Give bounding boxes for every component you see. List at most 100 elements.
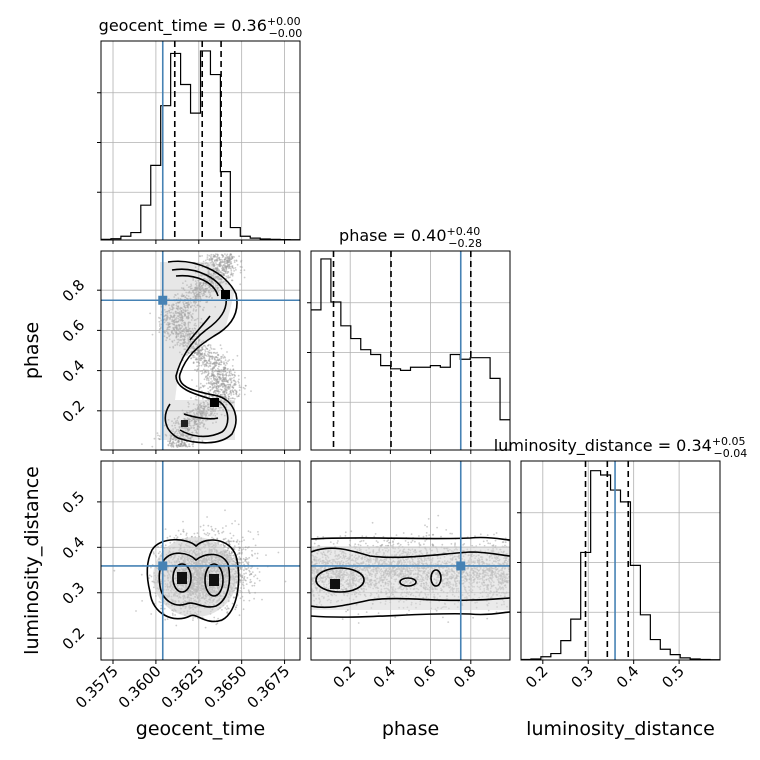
sample-point xyxy=(243,539,246,541)
sample-point xyxy=(190,314,192,316)
density-fill xyxy=(160,262,235,440)
sample-point xyxy=(163,424,166,427)
sample-point xyxy=(214,415,217,417)
sample-point xyxy=(211,528,213,530)
sample-point xyxy=(232,379,235,382)
sample-point xyxy=(177,338,180,341)
sample-point xyxy=(213,379,216,382)
sample-point xyxy=(230,372,233,375)
y-tick-label: 0.2 xyxy=(59,396,89,426)
sample-point xyxy=(172,327,175,330)
sample-point xyxy=(235,391,238,394)
sample-point xyxy=(210,377,213,380)
sample-point xyxy=(184,344,187,347)
sample-point xyxy=(219,399,222,402)
sample-point xyxy=(205,382,208,385)
sample-point xyxy=(193,324,196,327)
sample-point xyxy=(171,424,174,427)
sample-point xyxy=(222,370,225,373)
sample-point xyxy=(215,382,218,385)
sample-point xyxy=(231,522,234,525)
sample-point xyxy=(176,307,179,310)
sample-point xyxy=(198,410,201,413)
contour-inner xyxy=(175,274,219,420)
sample-point xyxy=(198,421,201,424)
sample-point xyxy=(243,587,245,590)
sample-point xyxy=(160,313,163,316)
sample-point xyxy=(113,569,116,572)
sample-point xyxy=(197,617,199,620)
histogram-step xyxy=(101,50,300,241)
sample-point xyxy=(207,359,210,362)
sample-point xyxy=(203,354,206,357)
sample-point xyxy=(197,407,200,410)
sample-point xyxy=(227,360,229,362)
sample-point xyxy=(164,433,167,436)
sample-point xyxy=(168,309,171,312)
sample-point xyxy=(248,592,251,595)
sample-point xyxy=(151,333,154,336)
sample-point xyxy=(215,387,217,389)
sample-point xyxy=(200,290,203,293)
sample-point xyxy=(234,558,237,561)
sample-point xyxy=(193,413,196,416)
sample-point xyxy=(188,445,190,448)
sample-point xyxy=(175,302,178,305)
sample-point xyxy=(243,276,246,279)
sample-point xyxy=(184,280,187,282)
sample-point xyxy=(200,282,203,284)
sample-point xyxy=(169,326,172,328)
sample-point xyxy=(222,408,224,411)
sample-point xyxy=(184,314,187,316)
sample-point xyxy=(177,335,180,337)
y-tick-label: 0.6 xyxy=(59,316,89,346)
sample-point xyxy=(157,552,160,555)
contour-outer xyxy=(164,260,238,444)
sample-point xyxy=(205,301,208,304)
sample-point xyxy=(229,267,232,269)
sample-point xyxy=(224,359,227,361)
sample-point xyxy=(219,374,222,376)
sample-point xyxy=(227,388,230,390)
sample-point xyxy=(234,267,237,269)
sample-point xyxy=(240,591,243,594)
sample-point xyxy=(201,288,203,290)
sample-point xyxy=(208,254,211,257)
sample-point xyxy=(190,285,193,287)
sample-point xyxy=(182,288,185,290)
sample-point xyxy=(170,445,173,448)
sample-point xyxy=(191,338,194,341)
sample-point xyxy=(196,399,198,401)
sample-point xyxy=(231,389,234,391)
sample-point xyxy=(204,262,207,265)
sample-point xyxy=(200,364,203,367)
sample-point xyxy=(226,276,229,279)
sample-point xyxy=(193,426,196,429)
sample-point xyxy=(207,291,210,294)
sample-point xyxy=(188,428,191,431)
sample-point xyxy=(229,391,232,393)
sample-point xyxy=(230,379,232,382)
sample-point xyxy=(227,394,230,396)
sample-point xyxy=(193,327,196,330)
sample-point xyxy=(151,580,154,583)
sample-point xyxy=(190,315,193,318)
sample-point xyxy=(213,351,216,354)
sample-point xyxy=(178,301,181,304)
panel-frame xyxy=(100,40,301,241)
sample-point xyxy=(204,350,207,353)
sample-point xyxy=(184,296,187,299)
sample-point xyxy=(211,410,214,413)
sample-point xyxy=(207,534,210,537)
sample-point xyxy=(203,378,206,381)
sample-point xyxy=(181,343,183,345)
sample-point xyxy=(207,273,210,275)
sample-point xyxy=(174,427,177,429)
sample-point xyxy=(226,255,229,258)
sample-point xyxy=(172,614,174,616)
sample-point xyxy=(210,258,213,260)
sample-point xyxy=(228,386,231,388)
sample-point xyxy=(188,403,190,405)
sample-point xyxy=(177,435,179,437)
sample-point xyxy=(202,289,205,291)
